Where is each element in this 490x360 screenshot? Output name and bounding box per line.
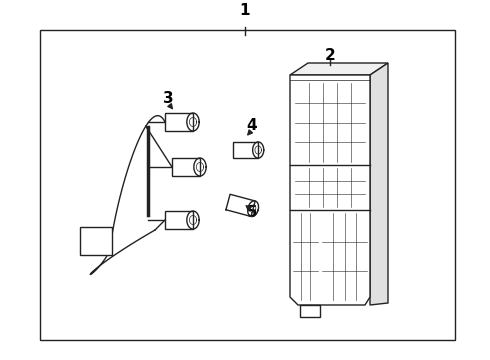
Text: 1: 1	[240, 3, 250, 18]
Polygon shape	[370, 63, 388, 305]
Polygon shape	[290, 75, 370, 305]
Text: 4: 4	[246, 117, 257, 132]
Polygon shape	[300, 305, 320, 317]
Text: 5: 5	[246, 204, 257, 220]
Bar	[40, 30, 455, 340]
Text: 3: 3	[163, 90, 173, 105]
Polygon shape	[290, 63, 388, 75]
Bar	[165, 211, 193, 229]
Bar	[165, 113, 193, 131]
Polygon shape	[226, 194, 255, 216]
Bar	[80, 227, 112, 255]
Bar	[233, 142, 258, 158]
Bar	[172, 158, 200, 176]
Text: 2: 2	[324, 48, 335, 63]
